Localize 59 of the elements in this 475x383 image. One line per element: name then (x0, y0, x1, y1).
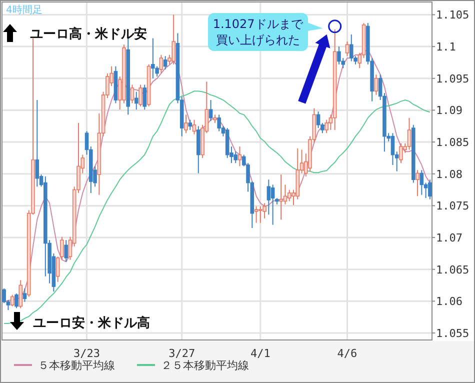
y-tick-label: 1.09 (436, 104, 462, 118)
candlestick (192, 119, 196, 135)
candlestick (287, 189, 292, 202)
candlestick (337, 46, 341, 65)
candlestick (416, 170, 420, 197)
y-tick-label: 1.075 (436, 200, 470, 213)
candlestick (258, 206, 262, 224)
candlestick (142, 84, 147, 110)
callout: 1.1027ドルまで買い上げられた (208, 13, 308, 52)
candlestick (10, 294, 14, 307)
y-tick-label: 1.1 (436, 40, 456, 54)
x-tick-label: 4/6 (337, 347, 358, 360)
candlestick (428, 179, 432, 200)
candlestick (159, 54, 164, 74)
candlestick (22, 288, 27, 302)
candlestick (374, 74, 378, 96)
candlestick (254, 206, 258, 224)
candlestick (262, 202, 266, 219)
legend-label: ２５本移動平均線 (161, 359, 249, 372)
annotation: ユーロ高・米ドル安 (30, 26, 147, 42)
y-tick-label: 1.085 (436, 136, 470, 150)
legend-label: ５本移動平均線 (38, 359, 115, 372)
annotation: ユーロ安・米ドル高 (33, 315, 150, 331)
candlestick (270, 184, 275, 226)
candlestick (14, 293, 18, 309)
candlestick (390, 132, 395, 166)
x-tick-label: 4/1 (250, 347, 270, 360)
y-tick-label: 1.07 (436, 232, 462, 245)
candlestick (208, 100, 213, 122)
candlestick (64, 240, 68, 262)
candlestick (188, 119, 192, 130)
candlestick (184, 114, 188, 134)
y-tick-label: 1.095 (436, 72, 470, 86)
candlestick (316, 110, 320, 129)
y-tick-label: 1.06 (436, 295, 462, 308)
candlestick (172, 14, 176, 65)
candlestick (151, 38, 155, 79)
candlestick (283, 184, 288, 205)
annotation: 4時間足 (6, 4, 42, 16)
candlestick (130, 84, 134, 104)
candlestick (163, 56, 168, 70)
candlestick (407, 117, 412, 150)
candlestick (349, 34, 354, 62)
x-tick-label: 3/27 (168, 347, 196, 360)
y-tick-label: 1.105 (436, 8, 470, 22)
y-tick-label: 1.055 (436, 327, 470, 340)
candlestick (35, 100, 40, 188)
candlestick (279, 174, 283, 220)
candlestick (238, 146, 242, 167)
candlestick (345, 40, 350, 57)
candlestick (134, 91, 138, 110)
candlestick (266, 179, 271, 216)
y-tick-label: 1.08 (436, 168, 462, 181)
candlestick (138, 84, 142, 107)
y-tick-label: 1.065 (436, 263, 470, 276)
candlestick (420, 170, 424, 196)
x-tick-label: 3/23 (74, 347, 100, 360)
candlestick (399, 142, 403, 164)
candlestick (18, 280, 22, 309)
